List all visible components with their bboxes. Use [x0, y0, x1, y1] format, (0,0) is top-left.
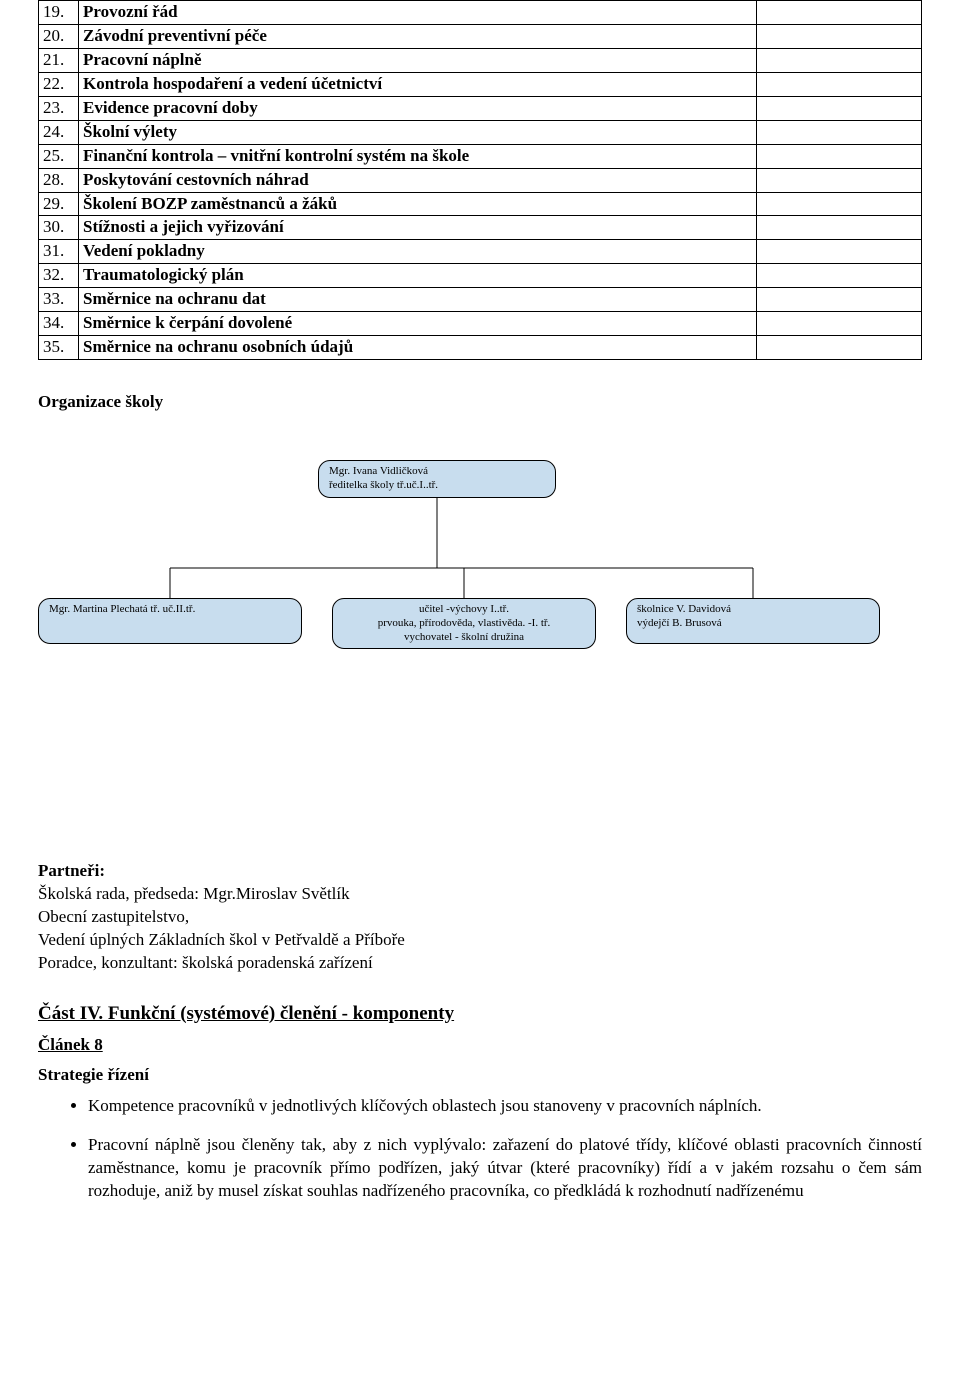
org-node-staff: školnice V. Davidovávýdejčí B. Brusová [626, 598, 880, 644]
strategy-heading: Strategie řízení [38, 1065, 922, 1085]
row-blank [757, 288, 922, 312]
row-number: 20. [39, 24, 79, 48]
partners-line: Školská rada, předseda: Mgr.Miroslav Svě… [38, 883, 922, 906]
row-text: Traumatologický plán [79, 264, 757, 288]
table-row: 25.Finanční kontrola – vnitřní kontrolní… [39, 144, 922, 168]
table-row: 19.Provozní řád [39, 1, 922, 25]
row-number: 34. [39, 312, 79, 336]
partners-heading: Partneři: [38, 861, 105, 880]
row-text: Směrnice na ochranu osobních údajů [79, 336, 757, 360]
table-row: 30.Stížnosti a jejich vyřizování [39, 216, 922, 240]
row-text: Poskytování cestovních náhrad [79, 168, 757, 192]
table-row: 28.Poskytování cestovních náhrad [39, 168, 922, 192]
table-row: 33.Směrnice na ochranu dat [39, 288, 922, 312]
row-blank [757, 168, 922, 192]
row-blank [757, 336, 922, 360]
row-blank [757, 144, 922, 168]
row-blank [757, 96, 922, 120]
partners-section: Partneři: Školská rada, předseda: Mgr.Mi… [38, 860, 922, 975]
partners-line: Obecní zastupitelstvo, [38, 906, 922, 929]
org-chart: Mgr. Ivana Vidličkováředitelka školy tř.… [38, 460, 922, 680]
part-iv-title: Část IV. Funkční (systémové) členění - k… [38, 1003, 922, 1025]
table-row: 22.Kontrola hospodaření a vedení účetnic… [39, 72, 922, 96]
row-text: Směrnice na ochranu dat [79, 288, 757, 312]
row-blank [757, 24, 922, 48]
table-row: 20.Závodní preventivní péče [39, 24, 922, 48]
partners-line: Poradce, konzultant: školská poradenská … [38, 952, 922, 975]
row-blank [757, 48, 922, 72]
row-blank [757, 240, 922, 264]
strategy-bullets: Kompetence pracovníků v jednotlivých klí… [38, 1095, 922, 1203]
row-number: 28. [39, 168, 79, 192]
row-text: Školní výlety [79, 120, 757, 144]
row-blank [757, 120, 922, 144]
row-number: 23. [39, 96, 79, 120]
directives-table: 19.Provozní řád20.Závodní preventivní pé… [38, 0, 922, 360]
table-row: 31.Vedení pokladny [39, 240, 922, 264]
org-node-director: Mgr. Ivana Vidličkováředitelka školy tř.… [318, 460, 556, 498]
row-blank [757, 264, 922, 288]
row-text: Školení BOZP zaměstnanců a žáků [79, 192, 757, 216]
row-blank [757, 72, 922, 96]
org-node-teacher-1: Mgr. Martina Plechatá tř. uč.II.tř. [38, 598, 302, 644]
row-text: Provozní řád [79, 1, 757, 25]
row-text: Pracovní náplně [79, 48, 757, 72]
row-blank [757, 1, 922, 25]
row-number: 29. [39, 192, 79, 216]
row-text: Směrnice k čerpání dovolené [79, 312, 757, 336]
row-number: 21. [39, 48, 79, 72]
org-heading: Organizace školy [38, 392, 922, 412]
row-text: Kontrola hospodaření a vedení účetnictví [79, 72, 757, 96]
table-row: 24.Školní výlety [39, 120, 922, 144]
row-number: 33. [39, 288, 79, 312]
row-number: 25. [39, 144, 79, 168]
bullet-item: Kompetence pracovníků v jednotlivých klí… [88, 1095, 922, 1118]
row-blank [757, 192, 922, 216]
row-text: Finanční kontrola – vnitřní kontrolní sy… [79, 144, 757, 168]
row-number: 30. [39, 216, 79, 240]
row-number: 19. [39, 1, 79, 25]
row-number: 22. [39, 72, 79, 96]
row-number: 31. [39, 240, 79, 264]
table-row: 34.Směrnice k čerpání dovolené [39, 312, 922, 336]
bullet-item: Pracovní náplně jsou členěny tak, aby z … [88, 1134, 922, 1203]
row-blank [757, 216, 922, 240]
row-number: 24. [39, 120, 79, 144]
row-number: 32. [39, 264, 79, 288]
table-row: 32.Traumatologický plán [39, 264, 922, 288]
table-row: 35.Směrnice na ochranu osobních údajů [39, 336, 922, 360]
org-node-teacher-2: učitel -výchovy I..tř.prvouka, přírodově… [332, 598, 596, 649]
row-text: Evidence pracovní doby [79, 96, 757, 120]
row-text: Závodní preventivní péče [79, 24, 757, 48]
row-text: Stížnosti a jejich vyřizování [79, 216, 757, 240]
row-number: 35. [39, 336, 79, 360]
table-row: 21.Pracovní náplně [39, 48, 922, 72]
row-blank [757, 312, 922, 336]
partners-line: Vedení úplných Základních škol v Petřval… [38, 929, 922, 952]
article-8-title: Článek 8 [38, 1035, 922, 1055]
table-row: 29.Školení BOZP zaměstnanců a žáků [39, 192, 922, 216]
table-row: 23.Evidence pracovní doby [39, 96, 922, 120]
row-text: Vedení pokladny [79, 240, 757, 264]
